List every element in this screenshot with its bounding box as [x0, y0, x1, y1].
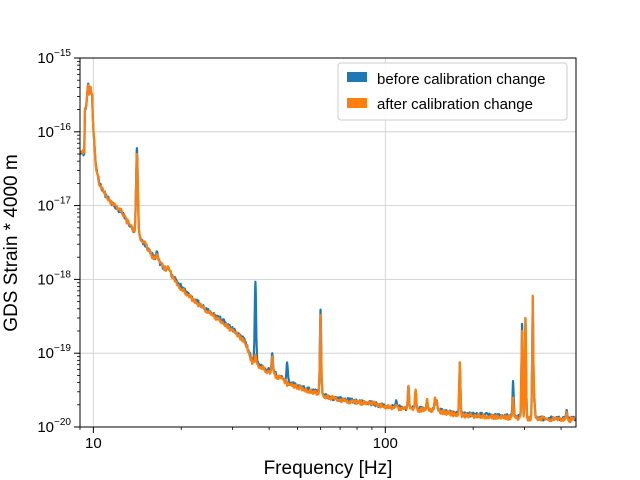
y-tick-label: 10−17 [37, 196, 71, 215]
series-layer [80, 82, 576, 424]
y-tick-labels: 10−20 10−19 10−18 10−17 10−16 10−15 [37, 48, 71, 436]
plot-frame [79, 57, 577, 428]
x-tick-label: 10 [85, 435, 102, 452]
legend-swatch-before [347, 72, 367, 82]
legend-swatch-after [347, 98, 367, 108]
legend-label-before: before calibration change [377, 71, 545, 88]
x-tick-labels: 10 100 [85, 435, 398, 452]
y-axis-label: GDS Strain * 4000 m [1, 154, 22, 331]
legend-label-after: after calibration change [377, 96, 533, 113]
series-line-after [80, 83, 576, 424]
legend-box [337, 62, 568, 121]
y-tick-label: 10−18 [37, 269, 71, 288]
y-tick-label: 10−20 [37, 417, 71, 436]
y-tick-label: 10−19 [37, 343, 71, 362]
x-tick-label: 100 [373, 435, 398, 452]
legend: before calibration change after calibrat… [337, 62, 568, 121]
y-tick-label: 10−15 [37, 48, 71, 67]
x-axis-label: Frequency [Hz] [264, 458, 393, 479]
y-tick-label: 10−16 [37, 122, 71, 141]
